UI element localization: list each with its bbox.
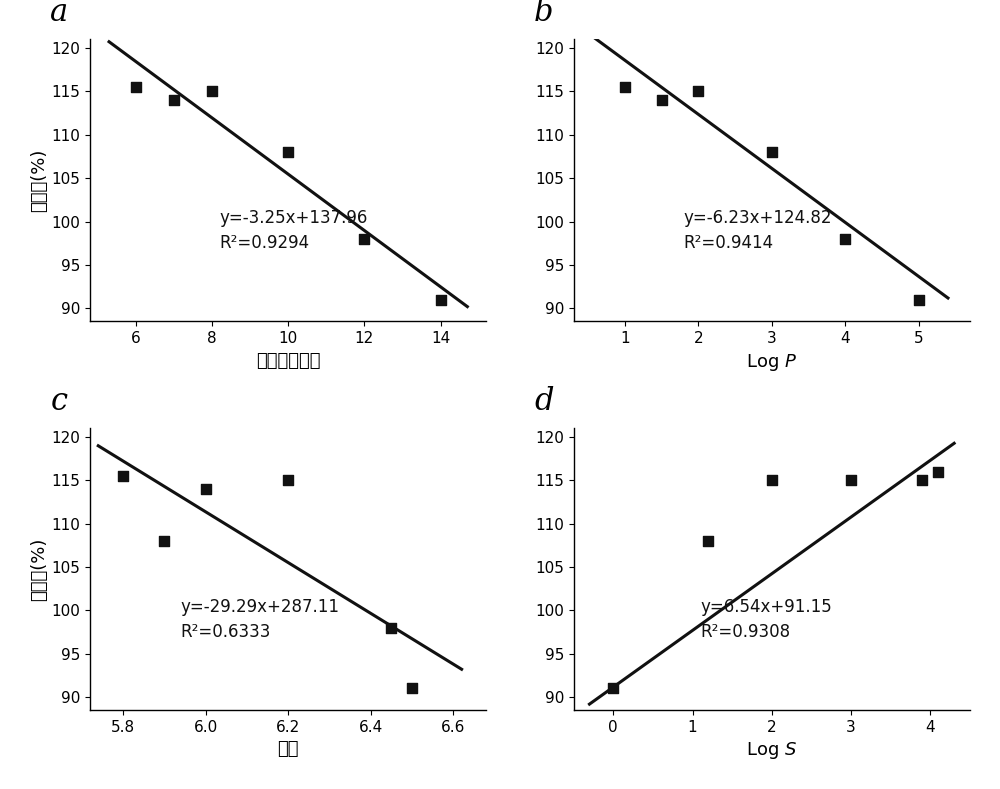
Point xyxy=(433,294,449,306)
Point xyxy=(700,535,716,548)
Point xyxy=(166,94,182,107)
Text: b: b xyxy=(534,0,553,28)
Point xyxy=(911,294,927,306)
Point xyxy=(404,682,420,695)
Text: y=-3.25x+137.96
R²=0.9294: y=-3.25x+137.96 R²=0.9294 xyxy=(220,209,368,252)
Point xyxy=(654,94,670,107)
X-axis label: Log $S$: Log $S$ xyxy=(746,740,797,761)
X-axis label: 偶链碳原子数: 偶链碳原子数 xyxy=(256,352,320,369)
Text: y=-29.29x+287.11
R²=0.6333: y=-29.29x+287.11 R²=0.6333 xyxy=(181,598,340,641)
Point xyxy=(204,85,220,98)
Y-axis label: 回收率(%): 回收率(%) xyxy=(31,537,49,601)
Point xyxy=(115,469,131,482)
Point xyxy=(617,80,633,93)
Point xyxy=(764,146,780,159)
Point xyxy=(764,474,780,487)
Point xyxy=(690,85,706,98)
Text: y=6.54x+91.15
R²=0.9308: y=6.54x+91.15 R²=0.9308 xyxy=(700,598,832,641)
Point xyxy=(280,474,296,487)
Point xyxy=(280,146,296,159)
Point xyxy=(843,474,859,487)
X-axis label: Log $P$: Log $P$ xyxy=(746,352,797,372)
Text: y=-6.23x+124.82
R²=0.9414: y=-6.23x+124.82 R²=0.9414 xyxy=(684,209,832,252)
Point xyxy=(383,622,399,634)
Y-axis label: 回收率(%): 回收率(%) xyxy=(31,148,49,212)
Point xyxy=(914,474,930,487)
Point xyxy=(930,466,946,478)
Point xyxy=(156,535,172,548)
Point xyxy=(128,80,144,93)
Text: d: d xyxy=(534,386,553,417)
X-axis label: 极性: 极性 xyxy=(277,740,299,758)
Text: a: a xyxy=(50,0,68,28)
Point xyxy=(605,682,621,695)
Point xyxy=(356,233,372,245)
Text: c: c xyxy=(50,386,67,417)
Point xyxy=(837,233,853,245)
Point xyxy=(198,483,214,495)
